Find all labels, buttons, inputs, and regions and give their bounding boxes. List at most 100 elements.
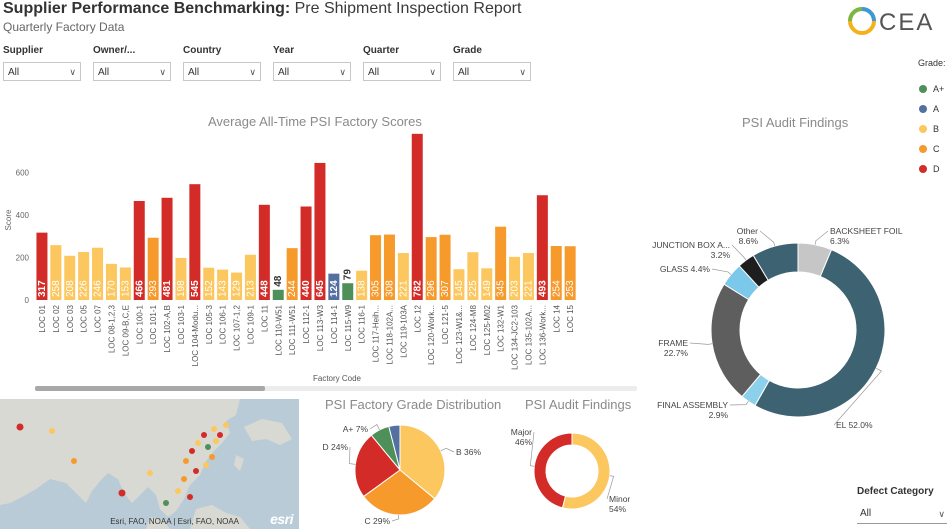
pie-slice[interactable] <box>561 432 611 510</box>
bar[interactable] <box>161 197 173 300</box>
bar[interactable] <box>231 272 243 300</box>
bar[interactable] <box>203 267 215 300</box>
map-marker[interactable] <box>217 432 223 438</box>
bar[interactable] <box>50 245 62 300</box>
map-marker[interactable] <box>189 448 195 454</box>
x-tick-label: LOC 111-W51 <box>288 304 297 354</box>
map-marker[interactable] <box>71 458 77 464</box>
x-tick-label: LOC 105-3 <box>205 304 214 344</box>
bar[interactable] <box>147 237 159 300</box>
slice-label: BACKSHEET FOIL <box>830 226 903 236</box>
x-tick-label: LOC 114-1 <box>330 304 339 343</box>
map-marker[interactable] <box>118 489 126 497</box>
quarter-select[interactable]: All ∨ <box>363 62 441 81</box>
bar[interactable] <box>370 235 382 300</box>
bar[interactable] <box>286 248 298 300</box>
legend-item-a-plus[interactable]: A+ <box>919 83 944 95</box>
bar[interactable] <box>536 195 548 300</box>
pie-slice[interactable] <box>354 434 401 498</box>
bar[interactable] <box>356 270 368 300</box>
bar[interactable] <box>509 256 521 300</box>
bar-data-label: 345 <box>496 280 507 297</box>
bar[interactable] <box>439 234 451 300</box>
bar[interactable] <box>244 254 256 300</box>
pie-slice[interactable] <box>752 242 799 281</box>
pie-slice[interactable] <box>399 424 446 500</box>
bar[interactable] <box>411 133 423 300</box>
defect-category-select[interactable]: All ∨ <box>857 504 947 524</box>
bar[interactable] <box>119 267 131 300</box>
bar[interactable] <box>467 252 479 300</box>
filter-supplier: Supplier All ∨ <box>3 44 81 81</box>
year-select[interactable]: All ∨ <box>273 62 351 81</box>
bar[interactable] <box>342 283 354 300</box>
supplier-select[interactable]: All ∨ <box>3 62 81 81</box>
map-marker[interactable] <box>211 426 217 432</box>
map-marker[interactable] <box>213 438 219 444</box>
bar[interactable] <box>495 226 507 300</box>
map-marker[interactable] <box>223 422 229 428</box>
bar[interactable] <box>272 289 284 300</box>
x-tick-label: LOC 120-Work... <box>427 305 436 365</box>
bar[interactable] <box>175 257 187 300</box>
bar[interactable] <box>522 253 534 300</box>
bar[interactable] <box>550 246 562 300</box>
map-marker[interactable] <box>49 428 55 434</box>
legend-item-b[interactable]: B <box>919 123 939 135</box>
bar-chart-scrollbar[interactable] <box>35 386 637 391</box>
bar[interactable] <box>300 206 312 301</box>
bar-data-label: 208 <box>65 280 76 297</box>
map-marker[interactable] <box>187 494 193 500</box>
bar[interactable] <box>105 263 117 300</box>
factory-map[interactable]: Esri, FAO, NOAA | Esri, FAO, NOAA esri <box>0 399 299 529</box>
map-marker[interactable] <box>195 440 201 446</box>
pie-slice[interactable] <box>362 469 436 516</box>
bar-data-label: 305 <box>371 280 382 297</box>
bar[interactable] <box>383 234 395 300</box>
bar[interactable] <box>133 200 145 300</box>
bar[interactable] <box>189 184 201 300</box>
bar[interactable] <box>258 204 270 300</box>
map-marker[interactable] <box>193 468 199 474</box>
bar[interactable] <box>314 162 326 300</box>
bar[interactable] <box>217 269 229 300</box>
map-marker[interactable] <box>175 488 181 494</box>
map-marker[interactable] <box>201 432 207 438</box>
map-marker[interactable] <box>16 423 24 431</box>
bar[interactable] <box>564 246 576 300</box>
pie-slice[interactable] <box>710 283 762 398</box>
legend-item-d[interactable]: D <box>919 163 940 175</box>
bar[interactable] <box>453 269 465 300</box>
title-bold: Supplier Performance Benchmarking: <box>3 0 291 17</box>
bar[interactable] <box>328 273 340 300</box>
map-marker[interactable] <box>209 454 215 460</box>
bar[interactable] <box>78 251 90 300</box>
legend-item-c[interactable]: C <box>919 143 940 155</box>
bar[interactable] <box>36 232 48 300</box>
grade-select[interactable]: All ∨ <box>453 62 531 81</box>
filter-value: All <box>8 67 20 78</box>
bar[interactable] <box>481 268 493 300</box>
slice-label: 6.3% <box>830 236 850 246</box>
pie-slice[interactable] <box>754 249 886 418</box>
map-marker[interactable] <box>147 470 153 476</box>
map-marker[interactable] <box>205 444 211 450</box>
bar[interactable] <box>397 253 409 300</box>
bar-data-label: 296 <box>426 280 437 297</box>
filter-owner: Owner/... All ∨ <box>93 44 171 81</box>
country-select[interactable]: All ∨ <box>183 62 261 81</box>
slice-label: 46% <box>515 437 532 447</box>
map-marker[interactable] <box>181 476 187 482</box>
bar[interactable] <box>64 255 76 300</box>
map-marker[interactable] <box>203 462 209 468</box>
chevron-down-icon: ∨ <box>938 509 945 519</box>
bar-data-label: 124 <box>329 280 340 297</box>
legend-item-a[interactable]: A <box>919 103 939 115</box>
owner-select[interactable]: All ∨ <box>93 62 171 81</box>
map-marker[interactable] <box>183 458 189 464</box>
map-marker[interactable] <box>163 500 169 506</box>
bar[interactable] <box>425 237 437 300</box>
bar[interactable] <box>92 247 104 300</box>
scroll-thumb[interactable] <box>35 386 265 391</box>
chevron-down-icon: ∨ <box>69 67 76 77</box>
